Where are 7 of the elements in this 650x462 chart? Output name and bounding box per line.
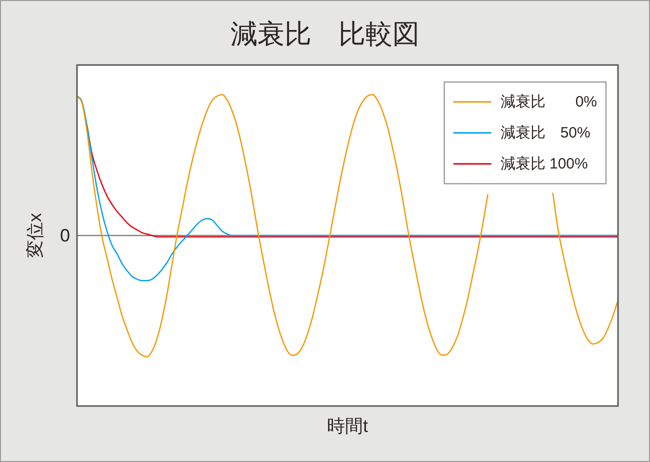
- y-axis-title: 変位x: [25, 213, 45, 258]
- ref-line-label: 0: [60, 226, 70, 246]
- legend-label: 減衰比 0%: [500, 93, 597, 110]
- x-axis-title: 時間t: [326, 416, 368, 436]
- chart-title: 減衰比 比較図: [230, 19, 420, 49]
- legend-label: 減衰比 50%: [500, 124, 590, 142]
- legend-label: 減衰比 100%: [500, 155, 588, 172]
